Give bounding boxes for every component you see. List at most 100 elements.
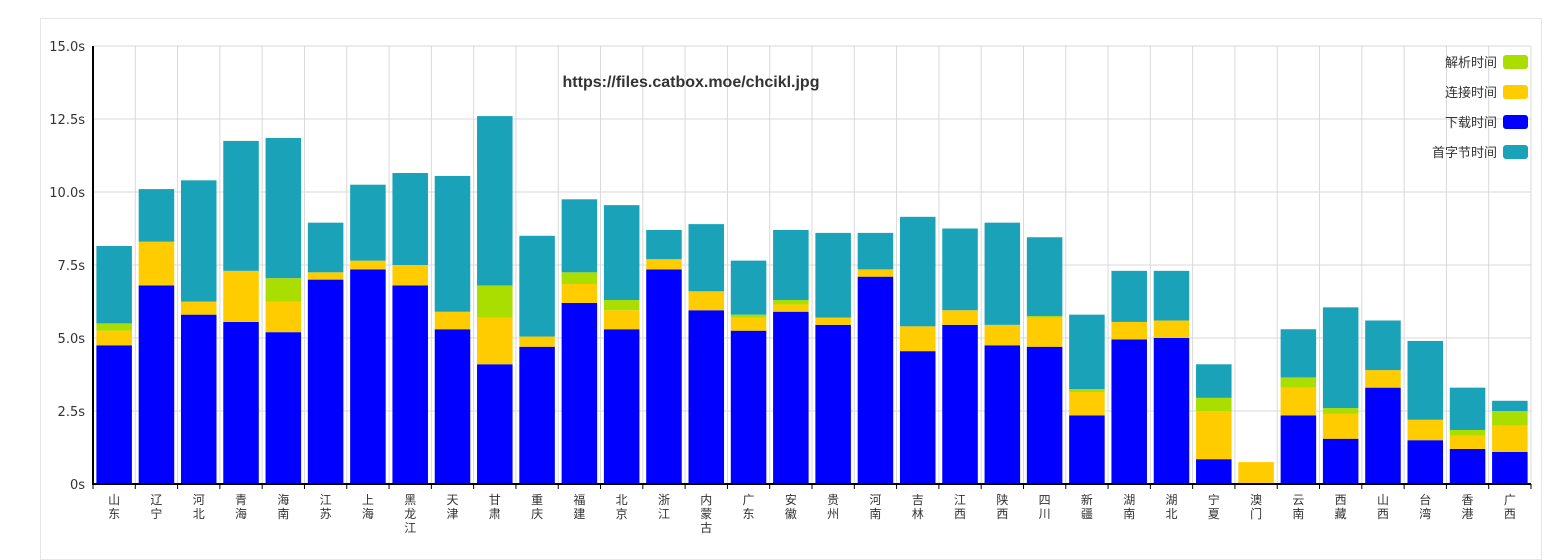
bar-segment bbox=[1111, 270, 1147, 322]
x-tick-label: 宁夏 bbox=[1208, 492, 1220, 521]
bar-segment bbox=[434, 311, 471, 330]
bars-layer bbox=[96, 116, 1528, 484]
bar-segment bbox=[1196, 459, 1232, 484]
legend-swatch bbox=[1503, 55, 1528, 69]
bar-segment bbox=[603, 329, 640, 484]
bar-segment bbox=[1449, 387, 1486, 430]
bar-segment bbox=[603, 300, 640, 311]
bar-segment bbox=[434, 175, 471, 312]
x-tick-label: 西藏 bbox=[1335, 493, 1347, 521]
bar-segment bbox=[180, 180, 217, 302]
x-tick-label: 江西 bbox=[954, 493, 966, 521]
bar-segment bbox=[477, 285, 513, 318]
bar-segment bbox=[477, 364, 513, 484]
bar-segment bbox=[223, 140, 259, 271]
bar-segment bbox=[857, 269, 894, 277]
chart-title: https://files.catbox.moe/chcikl.jpg bbox=[563, 74, 820, 91]
x-tick-label: 新疆 bbox=[1081, 492, 1093, 521]
bar-segment bbox=[1238, 462, 1274, 484]
x-tick-label: 山西 bbox=[1377, 493, 1389, 521]
bar-segment bbox=[1026, 316, 1063, 318]
x-tick-label: 吉林 bbox=[912, 493, 924, 521]
bar-segment bbox=[730, 314, 767, 318]
bar-segment bbox=[603, 310, 640, 330]
bar-segment bbox=[1196, 364, 1232, 398]
bar-segment bbox=[899, 351, 936, 484]
x-tick-label: 浙江 bbox=[658, 493, 670, 521]
bar-segment bbox=[899, 326, 936, 352]
x-tick-label: 云南 bbox=[1292, 493, 1304, 521]
bar-segment bbox=[1449, 448, 1486, 484]
bar-segment bbox=[730, 317, 767, 331]
bar-segment bbox=[984, 222, 1021, 325]
bar-segment bbox=[1322, 438, 1359, 484]
legend-label: 解析时间 bbox=[1445, 56, 1497, 71]
bar-segment bbox=[350, 269, 386, 484]
bar-segment bbox=[138, 285, 175, 484]
x-tick-label: 安徽 bbox=[785, 492, 797, 521]
bar-segment bbox=[1280, 329, 1317, 378]
bar-segment bbox=[519, 346, 555, 484]
bar-segment bbox=[730, 260, 767, 315]
bar-segment bbox=[1492, 451, 1528, 484]
bar-segment bbox=[1069, 314, 1105, 390]
y-tick-label: 0s bbox=[70, 478, 85, 493]
bar-segment bbox=[1069, 389, 1105, 393]
bar-segment bbox=[1196, 411, 1232, 460]
bar-segment bbox=[1069, 415, 1105, 484]
x-tick-label: 广东 bbox=[743, 493, 755, 521]
y-tick-label: 7.5s bbox=[58, 259, 86, 274]
bar-segment bbox=[1322, 307, 1359, 409]
x-tick-label: 江苏 bbox=[320, 493, 332, 521]
bar-segment bbox=[307, 279, 344, 484]
x-tick-label: 辽宁 bbox=[150, 493, 162, 521]
legend-swatch bbox=[1503, 115, 1528, 129]
legend-swatch bbox=[1503, 85, 1528, 99]
bar-segment bbox=[392, 173, 428, 265]
bar-segment bbox=[350, 260, 386, 270]
x-tick-label: 天津 bbox=[446, 493, 458, 521]
bar-segment bbox=[392, 285, 428, 484]
bar-segment bbox=[1365, 370, 1401, 388]
x-tick-label: 青海 bbox=[235, 493, 247, 521]
bar-segment bbox=[1492, 411, 1528, 426]
bar-segment bbox=[1026, 317, 1063, 347]
bar-segment bbox=[561, 199, 598, 273]
bar-segment bbox=[857, 276, 894, 484]
bar-segment bbox=[96, 246, 132, 324]
bar-segment bbox=[899, 216, 936, 327]
x-tick-label: 澳门 bbox=[1250, 493, 1262, 521]
bar-segment bbox=[1196, 397, 1232, 411]
bar-segment bbox=[646, 269, 682, 484]
bar-segment bbox=[350, 184, 386, 261]
bar-segment bbox=[1069, 392, 1105, 416]
x-tick-label: 香港 bbox=[1462, 493, 1474, 521]
bar-segment bbox=[1280, 387, 1317, 416]
x-tick-label: 海南 bbox=[277, 492, 289, 521]
bar-segment bbox=[96, 345, 132, 484]
bar-segment bbox=[1322, 413, 1359, 439]
bar-segment bbox=[1449, 429, 1486, 436]
legend-swatch bbox=[1503, 145, 1528, 159]
bar-segment bbox=[265, 301, 302, 333]
x-tick-label: 河南 bbox=[869, 493, 881, 521]
y-tick-label: 10.0s bbox=[49, 186, 85, 201]
bar-segment bbox=[519, 336, 555, 347]
x-tick-label: 湖南 bbox=[1123, 492, 1135, 521]
bar-segment bbox=[561, 272, 598, 284]
bar-segment bbox=[265, 332, 302, 484]
x-tick-label: 甘肃 bbox=[489, 493, 501, 521]
bar-segment bbox=[561, 302, 598, 484]
bar-segment bbox=[1280, 377, 1317, 388]
x-tick-label: 重庆 bbox=[531, 493, 543, 521]
x-tick-label: 福建 bbox=[573, 492, 585, 521]
bar-segment bbox=[138, 189, 175, 242]
bar-segment bbox=[223, 270, 259, 322]
bar-segment bbox=[688, 224, 725, 292]
y-tick-label: 5.0s bbox=[58, 332, 86, 347]
x-tick-label: 黑龙江 bbox=[404, 493, 416, 535]
bar-segment bbox=[984, 345, 1021, 484]
bar-segment bbox=[1365, 320, 1401, 371]
chart-panel: 0s 2.5s 5.0s 7.5s 10.0s 12.5s 15.0s 山东 辽宁 河北 青海 海南… bbox=[40, 18, 1542, 560]
